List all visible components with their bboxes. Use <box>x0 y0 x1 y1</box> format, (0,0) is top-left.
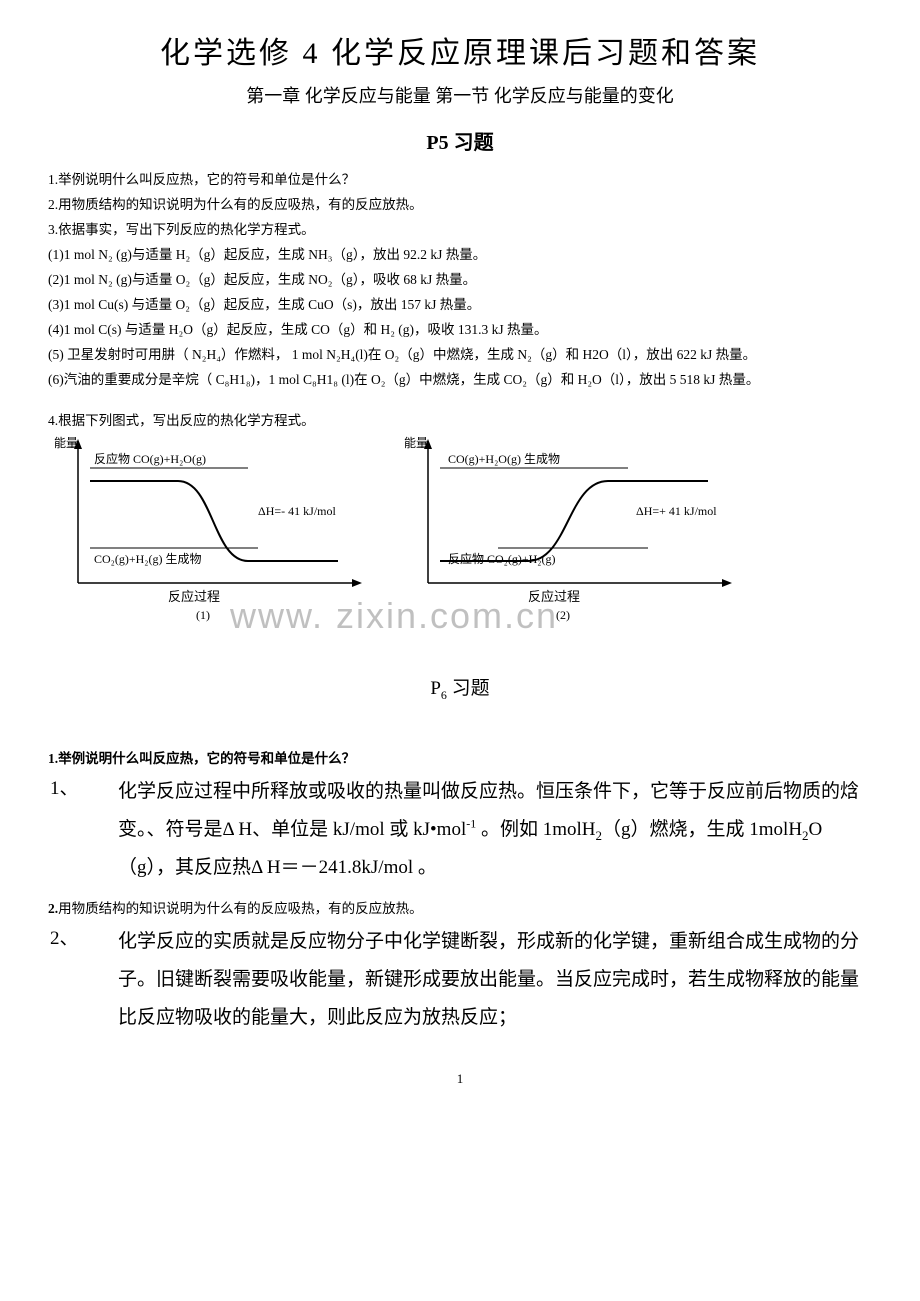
question-3: 3.依据事实，写出下列反应的热化学方程式。 <box>48 219 872 242</box>
main-title: 化学选修 4 化学反应原理课后习题和答案 <box>48 28 872 72</box>
question-1: 1.举例说明什么叫反应热，它的符号和单位是什么？ <box>48 169 872 192</box>
answer-2-block: 2、 化学反应的实质就是反应物分子中化学键断裂，形成新的化学键，重新组合成生成物… <box>48 923 872 1037</box>
diag2-delta: ΔH=+ 41 kJ/mol <box>636 504 717 518</box>
diagram-2: 能量 CO(g)+H₂O(g) 生成物 ΔH=+ 41 kJ/mol 反应物 C… <box>398 433 768 633</box>
ans1-c: （g）燃烧，生成 1molH <box>602 819 802 840</box>
diag1-bottom-label: CO₂(g)+H₂(g) 生成物 <box>94 552 201 566</box>
answer-2-text: 化学反应的实质就是反应物分子中化学键断裂，形成新的化学键，重新组合成生成物的分子… <box>118 923 872 1037</box>
subtitle: 第一章 化学反应与能量 第一节 化学反应与能量的变化 <box>48 82 872 108</box>
answer-2-num: 2、 <box>48 923 118 1037</box>
answer-q2: 2.用物质结构的知识说明为什么有的反应吸热，有的反应放热。 <box>48 897 872 917</box>
diag1-x-axis: 反应过程 <box>168 589 220 604</box>
answer-1-num: 1、 <box>48 773 118 887</box>
energy-diagram-2-svg: 能量 CO(g)+H₂O(g) 生成物 ΔH=+ 41 kJ/mol 反应物 C… <box>398 433 768 628</box>
diag2-sub: (2) <box>556 608 570 622</box>
diag2-top-label: CO(g)+H₂O(g) 生成物 <box>448 452 560 466</box>
diag2-bottom-label: 反应物 CO₂(g)+H₂(g) <box>448 551 555 566</box>
diagram-row: 能量 反应物 CO(g)+H₂O(g) ΔH=- 41 kJ/mol CO₂(g… <box>48 433 872 633</box>
p6-b: 6 <box>441 688 447 702</box>
page-number: 1 <box>48 1071 872 1087</box>
question-3-5: (5) 卫星发射时可用肼（ N₂H₄）作燃料， 1 mol N₂H₄(l)在 O… <box>48 344 872 367</box>
p6-heading: P6 习题 <box>48 673 872 703</box>
question-2: 2.用物质结构的知识说明为什么有的反应吸热，有的反应放热。 <box>48 194 872 217</box>
p6-a: P <box>430 678 441 699</box>
diag1-delta: ΔH=- 41 kJ/mol <box>258 504 336 518</box>
p5-heading: P5 习题 <box>48 126 872 155</box>
diag1-top-label: 反应物 CO(g)+H₂O(g) <box>94 451 206 466</box>
answer-1-text: 化学反应过程中所释放或吸收的热量叫做反应热。恒压条件下，它等于反应前后物质的焓变… <box>118 773 872 887</box>
y-axis-label: 能量 <box>54 436 78 450</box>
question-3-2: (2)1 mol N₂ (g)与适量 O₂（g）起反应，生成 NO₂（g），吸收… <box>48 269 872 292</box>
ans2-q-bold: 2. <box>48 901 58 916</box>
question-3-3: (3)1 mol Cu(s) 与适量 O₂（g）起反应，生成 CuO（s)，放出… <box>48 294 872 317</box>
ans1-b: 。例如 1molH <box>476 819 595 840</box>
question-3-6: (6)汽油的重要成分是辛烷（ C₈H1₈)，1 mol C₈H1₈ (l)在 O… <box>48 369 872 392</box>
answer-1-block: 1、 化学反应过程中所释放或吸收的热量叫做反应热。恒压条件下，它等于反应前后物质… <box>48 773 872 887</box>
energy-diagram-1-svg: 能量 反应物 CO(g)+H₂O(g) ΔH=- 41 kJ/mol CO₂(g… <box>48 433 388 628</box>
diagram-1: 能量 反应物 CO(g)+H₂O(g) ΔH=- 41 kJ/mol CO₂(g… <box>48 433 388 633</box>
diag2-x-axis: 反应过程 <box>528 589 580 604</box>
ans1-sup: -1 <box>466 817 476 831</box>
question-3-1: (1)1 mol N₂ (g)与适量 H₂（g）起反应，生成 NH₃（g），放出… <box>48 244 872 267</box>
ans2-q-text: 用物质结构的知识说明为什么有的反应吸热，有的反应放热。 <box>58 901 423 916</box>
p6-c: 习题 <box>452 678 490 699</box>
question-3-4: (4)1 mol C(s) 与适量 H₂O（g）起反应，生成 CO（g）和 H₂… <box>48 319 872 342</box>
diag1-sub: (1) <box>196 608 210 622</box>
answer-q1: 1.举例说明什么叫反应热，它的符号和单位是什么？ <box>48 747 872 767</box>
question-4: 4.根据下列图式，写出反应的热化学方程式。 <box>48 409 872 429</box>
y-axis-label-2: 能量 <box>404 436 428 450</box>
